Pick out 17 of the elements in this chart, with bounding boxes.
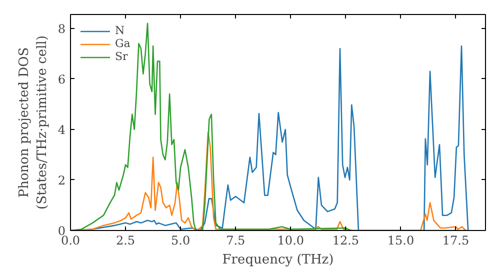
y-tick-label: 4 <box>58 122 66 137</box>
y-axis-title: Phonon projected DOS (States/THz·primitive cell) <box>16 35 50 210</box>
y-tick-label: 2 <box>58 173 66 188</box>
legend-label: Sr <box>115 50 129 63</box>
legend-label: Ga <box>115 37 132 50</box>
x-tick-label: 5.0 <box>171 234 190 248</box>
x-tick-label: 0.0 <box>60 234 80 248</box>
y-tick-label: 6 <box>58 72 66 86</box>
x-axis-title: Frequency (THz) <box>222 252 334 268</box>
x-tick-label: 12.5 <box>332 234 360 248</box>
x-tick-label: 2.5 <box>116 234 136 248</box>
x-tick-label: 10.0 <box>277 234 304 248</box>
y-tick-label: 8 <box>58 22 66 36</box>
legend-label: N <box>115 24 126 37</box>
x-tick-label: 7.5 <box>226 234 246 248</box>
x-tick-label: 15.0 <box>387 234 414 248</box>
x-tick-label: 17.5 <box>442 234 470 248</box>
